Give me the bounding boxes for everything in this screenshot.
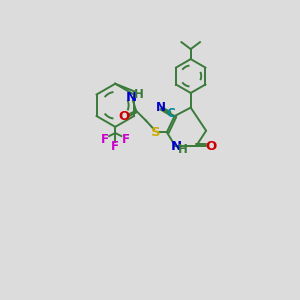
Text: F: F [100,134,109,146]
Text: N: N [126,91,137,104]
Text: N: N [155,101,165,114]
Text: N: N [170,140,182,153]
Text: C: C [166,107,175,120]
Text: H: H [178,143,188,157]
Text: F: F [122,134,130,146]
Text: F: F [111,140,119,153]
Text: O: O [118,110,129,123]
Text: H: H [134,88,143,101]
Text: O: O [205,140,216,153]
Text: S: S [151,126,161,139]
